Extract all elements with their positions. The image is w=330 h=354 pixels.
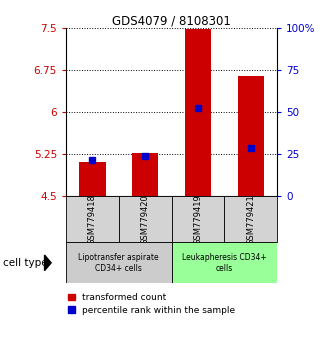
Text: Leukapheresis CD34+
cells: Leukapheresis CD34+ cells [182, 253, 267, 273]
Bar [79, 162, 106, 196]
Bar [185, 29, 211, 196]
Text: GSM779419: GSM779419 [193, 194, 203, 245]
Bar [172, 196, 224, 242]
Text: GSM779421: GSM779421 [246, 194, 255, 245]
Title: GDS4079 / 8108301: GDS4079 / 8108301 [112, 14, 231, 27]
Polygon shape [45, 255, 51, 270]
Text: GSM779418: GSM779418 [88, 194, 97, 245]
Bar [132, 153, 158, 196]
Bar [119, 196, 172, 242]
Legend: transformed count, percentile rank within the sample: transformed count, percentile rank withi… [64, 290, 239, 318]
Text: GSM779420: GSM779420 [141, 194, 150, 245]
Bar [238, 76, 264, 196]
Bar [172, 242, 277, 283]
Bar [66, 242, 172, 283]
Bar [224, 196, 277, 242]
Text: Lipotransfer aspirate
CD34+ cells: Lipotransfer aspirate CD34+ cells [79, 253, 159, 273]
Text: cell type: cell type [3, 258, 48, 268]
Bar [66, 196, 119, 242]
